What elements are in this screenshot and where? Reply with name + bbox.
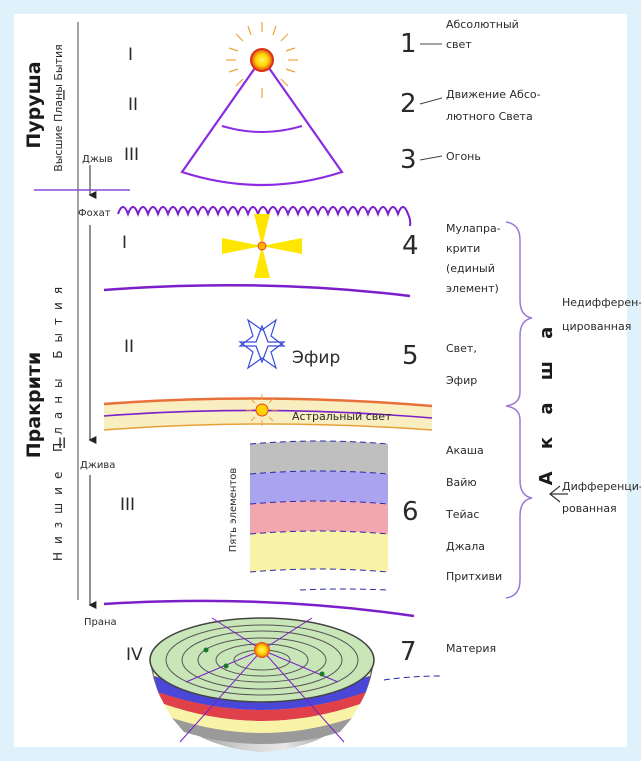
number-2: 2 [400,89,417,119]
prana-boundary [103,599,415,618]
five-elements-label: Пять элементов [228,468,239,553]
ether-star-icon [238,318,286,370]
absolute-light-cone [180,56,344,187]
sublevel-mid-3: III [120,495,135,515]
absolute-sun-icon [226,22,298,98]
prakriti-subtitle: Низшие Планы Бытия [51,279,65,561]
sublevel-top-3: III [124,145,139,165]
astral-sun-icon [246,394,278,426]
n4-text-c: (единый [446,262,495,275]
sublevel-top-2: II [128,95,138,115]
n4-text-d: элемент) [446,282,499,295]
purusha-title: Пуруша [23,61,45,148]
n5-text-a: Свет, [446,342,477,355]
mulaprakriti-cross-icon [222,214,302,278]
diff-arrow-icon [549,485,568,503]
fohat-label: Фохат [78,208,111,219]
akasha-braces [505,221,533,599]
n7-text: Материя [446,642,496,655]
sublevel-mid-2: II [124,337,134,357]
element-prithivi: Притхиви [446,570,502,583]
number-7: 7 [400,637,417,667]
undiff-b: цированная [562,320,631,333]
element-akasha: Акаша [446,444,484,457]
five-elements-block [249,440,389,591]
leader-3 [419,155,443,161]
n3-text: Огонь [446,150,481,163]
n2-text-b: лютного Света [446,110,533,123]
number-6: 6 [402,497,419,527]
jiva-upper-label: Джыв [82,154,113,165]
n1-text-a: Абсолютный [446,18,519,31]
n4-text-a: Мулапра- [446,222,501,235]
undiff-a: Недифферен- [562,296,641,309]
number-4: 4 [402,231,419,261]
n5-text-b: Эфир [446,374,477,387]
n1-text-b: свет [446,38,472,51]
diff-b: рованная [562,502,617,515]
element-jala: Джала [446,540,485,553]
fohat-wave [117,206,412,227]
sublevel-top-1: I [128,45,133,65]
n4-text-b: крити [446,242,480,255]
earth-matter-icon [149,617,375,752]
prakriti-group-numeral: II [58,436,66,452]
leader-2 [419,97,443,105]
number-3: 3 [400,145,417,175]
n2-text-a: Движение Абсо- [446,88,541,101]
akasha-word: А к а ш а [536,319,557,486]
diff-a: Дифференци- [562,480,641,493]
sublevel-mid-1: I [122,233,127,253]
astral-light-band [103,397,433,431]
jiva-label: Джива [80,460,115,471]
element-tejas: Тейас [445,508,479,521]
matter-dash [383,675,441,681]
mulaprakriti-boundary [103,283,411,298]
ether-label: Эфир [292,348,340,368]
purusha-group-numeral: I [62,89,66,104]
prakriti-title: Пракрити [23,352,45,458]
number-5: 5 [402,341,419,371]
element-vayu: Вайю [446,476,477,489]
number-1: 1 [400,29,417,59]
prana-label: Прана [84,617,117,628]
purusha-subtitle: Высшие Планы Бытия [52,44,65,172]
astral-light-label: Астральный свет [292,410,392,423]
sublevel-mid-4: IV [126,645,143,665]
